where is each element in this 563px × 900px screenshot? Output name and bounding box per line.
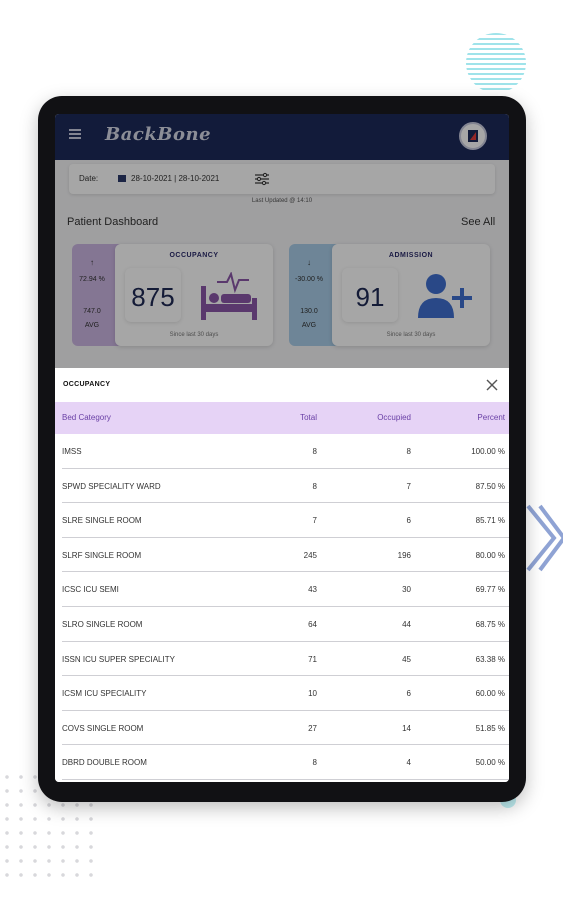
- card-title: OCCUPANCY: [169, 252, 219, 259]
- table-row: SPWD SPECIALITY WARD 8 7 87.50 %: [55, 469, 509, 504]
- cell-occupied: 44: [402, 620, 411, 629]
- trend-up-icon: ↑: [90, 258, 94, 267]
- cell-bed-category: SPWD SPECIALITY WARD: [62, 481, 161, 491]
- cell-occupied: 45: [402, 654, 411, 664]
- cell-total: 64: [308, 620, 317, 629]
- table-row: IMSS 8 8 100.00 %: [55, 434, 509, 469]
- cell-percent: 69.77 %: [475, 585, 505, 595]
- decorative-striped-circle: [466, 33, 526, 93]
- last-updated-text: Last Updated @ 14:10: [251, 198, 313, 204]
- cell-occupied: 30: [402, 585, 411, 595]
- cell-bed-category: SLRF SINGLE ROOM: [62, 550, 142, 560]
- app-logo: BackBone: [105, 124, 212, 145]
- card-title: ADMISSION: [388, 252, 434, 259]
- cell-bed-category: SLRE SINGLE ROOM: [62, 516, 142, 526]
- occupancy-avg-label: AVG: [84, 322, 100, 329]
- cell-percent: 80.00 %: [475, 550, 505, 560]
- cell-occupied: 7: [406, 481, 411, 491]
- table-row: DBRD DOUBLE ROOM 8 4 50.00 %: [55, 745, 509, 780]
- admission-avg-label: AVG: [301, 322, 317, 329]
- cell-total: 8: [312, 481, 317, 491]
- filter-sliders-icon[interactable]: [255, 172, 269, 186]
- admission-card[interactable]: ADMISSION 91 Since last 30 days: [332, 244, 490, 346]
- table-row: COVS SINGLE ROOM 27 14 51.85 %: [55, 711, 509, 746]
- cell-total: 10: [308, 689, 317, 699]
- close-icon[interactable]: [485, 378, 499, 392]
- table-header: Bed Category Total Occupied Percent: [55, 402, 509, 434]
- date-range-value[interactable]: 28-10-2021 | 28-10-2021: [131, 174, 220, 183]
- table-row: ICSC ICU SEMI 43 30 69.77 %: [55, 572, 509, 607]
- table-row: ISSN ICU SUPER SPECIALITY 71 45 63.38 %: [55, 642, 509, 677]
- cell-bed-category: ISSN ICU SUPER SPECIALITY: [62, 654, 175, 664]
- cell-occupied: 4: [406, 758, 411, 768]
- cell-occupied: 14: [402, 723, 411, 733]
- see-all-link[interactable]: See All: [461, 216, 496, 228]
- column-header-occupied: Occupied: [377, 413, 411, 422]
- card-note: Since last 30 days: [169, 332, 219, 338]
- table-row: SLRF SINGLE ROOM 245 196 80.00 %: [55, 538, 509, 573]
- column-header-total: Total: [300, 413, 317, 422]
- section-title: Patient Dashboard: [67, 216, 159, 228]
- cell-bed-category: IMSS: [62, 447, 82, 456]
- card-value-box: 875: [125, 268, 181, 322]
- calendar-icon: [118, 175, 126, 182]
- occupancy-value: 875: [131, 282, 175, 312]
- cell-percent: 100.00 %: [471, 447, 505, 456]
- cell-occupied: 8: [406, 447, 411, 456]
- cell-percent: 85.71 %: [475, 516, 505, 526]
- occupancy-card[interactable]: OCCUPANCY 875 Since last 30 days: [115, 244, 273, 346]
- profile-logo-icon: [468, 130, 478, 142]
- menu-icon[interactable]: [69, 129, 81, 139]
- card-value-box: 91: [342, 268, 398, 322]
- sheet-title: OCCUPANCY: [63, 381, 111, 388]
- table-row: SLRE SINGLE ROOM 7 6 85.71 %: [55, 503, 509, 538]
- avatar[interactable]: [459, 122, 487, 150]
- cell-occupied: 6: [406, 516, 411, 526]
- cell-percent: 51.85 %: [475, 723, 505, 733]
- cell-occupied: 196: [397, 550, 411, 560]
- modal-backdrop[interactable]: [55, 114, 509, 368]
- app-header: BackBone: [55, 114, 509, 160]
- table-row: ICSM ICU SPECIALITY 10 6 60.00 %: [55, 676, 509, 711]
- cell-percent: 87.50 %: [475, 481, 505, 491]
- date-label: Date:: [79, 174, 99, 183]
- date-filter-bar[interactable]: Date: 28-10-2021 | 28-10-2021: [69, 164, 495, 194]
- cell-bed-category: ICSM ICU SPECIALITY: [62, 689, 147, 699]
- cell-total: 71: [308, 654, 317, 664]
- cell-total: 8: [312, 758, 317, 768]
- cell-percent: 60.00 %: [475, 689, 505, 699]
- cell-total: 7: [312, 516, 317, 526]
- column-header-bed-category: Bed Category: [62, 413, 111, 422]
- table-row: SLRO SINGLE ROOM 64 44 68.75 %: [55, 607, 509, 642]
- decorative-chevron-icon: [526, 504, 563, 572]
- trend-down-icon: ↓: [307, 258, 311, 267]
- occupancy-trend-percent: 72.94 %: [79, 276, 105, 283]
- card-note: Since last 30 days: [386, 332, 436, 338]
- cell-bed-category: COVS SINGLE ROOM: [62, 723, 144, 733]
- occupancy-detail-sheet: OCCUPANCY Bed Category Total Occupied Pe…: [55, 368, 509, 782]
- admission-trend-percent: -30.00 %: [294, 276, 324, 283]
- column-header-percent: Percent: [477, 413, 505, 422]
- occupancy-avg-value: 747.0: [83, 308, 101, 315]
- cell-percent: 68.75 %: [475, 620, 505, 629]
- cell-bed-category: SLRO SINGLE ROOM: [62, 620, 143, 629]
- add-user-icon: [418, 274, 472, 318]
- bed-icon: [201, 272, 257, 320]
- cell-total: 27: [308, 723, 317, 733]
- tablet-frame: BackBone Date: 28-10-2021 | 28-10-2021: [38, 96, 526, 802]
- admission-avg-value: 130.0: [300, 308, 318, 315]
- cell-bed-category: DBRD DOUBLE ROOM: [62, 758, 147, 768]
- cell-percent: 63.38 %: [475, 654, 505, 664]
- cell-total: 245: [303, 550, 317, 560]
- cell-occupied: 6: [406, 689, 411, 699]
- cell-bed-category: ICSC ICU SEMI: [62, 585, 119, 595]
- admission-value: 91: [355, 282, 385, 312]
- cell-percent: 50.00 %: [475, 758, 505, 768]
- cell-total: 8: [312, 447, 317, 456]
- cell-total: 43: [308, 585, 317, 595]
- tablet-screen: BackBone Date: 28-10-2021 | 28-10-2021: [55, 114, 509, 782]
